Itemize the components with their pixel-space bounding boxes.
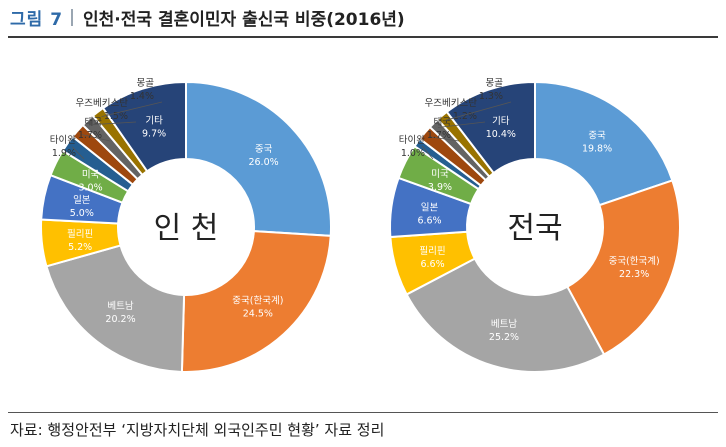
slice-value-0: 26.0% — [248, 157, 278, 168]
slice-2 — [405, 257, 606, 373]
slice-value-8: 1.2% — [453, 111, 477, 122]
slice-label-7: 태국 — [434, 117, 452, 128]
slice-label-1: 중국(한국계) — [232, 295, 283, 307]
slice-value-10: 10.4% — [486, 129, 516, 140]
leader-line-8 — [437, 121, 486, 128]
slice-label-3: 필리핀 — [67, 228, 93, 240]
slice-label-5: 미국 — [82, 170, 100, 181]
slice-value-7: 1.7% — [427, 130, 451, 141]
slice-label-3: 필리핀 — [419, 245, 445, 257]
slice-value-4: 5.0% — [70, 208, 94, 219]
slice-value-5: 3.0% — [78, 183, 102, 194]
footer-rule — [8, 412, 718, 413]
slice-label-9: 몽골 — [137, 78, 155, 89]
slice-2 — [45, 244, 186, 373]
donut-charts: 중국 26.0% 중국(한국계) 24.5% 베트남 20.2% 필리핀 5.2% 일본 5.0%… — [40, 78, 681, 373]
slice-value-3: 5.2% — [68, 242, 92, 253]
slice-label-7: 태국 — [85, 117, 103, 128]
source-note: 자료: 행정안전부 ‘지방자치단체 외국인주민 현황’ 자료 정리 — [10, 421, 385, 439]
slice-value-6: 1.0% — [401, 148, 425, 159]
figure-header: 그림 7 인천·전국 결혼이민자 출신국 비중(2016년) — [10, 0, 716, 34]
slice-label-6: 타이완 — [399, 135, 425, 146]
slice-value-2: 25.2% — [489, 332, 519, 343]
leader-line-9 — [445, 101, 512, 121]
slice-value-3: 6.6% — [420, 259, 444, 270]
slice-label-0: 중국 — [255, 144, 273, 155]
leader-line-6 — [421, 145, 434, 160]
figure-title: 인천·전국 결혼이민자 출신국 비중(2016년) — [83, 9, 405, 30]
slice-10 — [445, 80, 536, 175]
donut-chart-national: 중국 19.8% 중국(한국계) 22.3% 베트남 25.2% 필리핀 6.6% 일본 6.6%… — [389, 78, 681, 373]
slice-label-9: 몽골 — [486, 78, 504, 89]
leader-line-7 — [82, 134, 111, 142]
slice-value-7: 1.7% — [78, 130, 102, 141]
slice-value-8: 1.5% — [104, 111, 128, 122]
leader-line-9 — [101, 101, 163, 117]
slice-label-4: 일본 — [73, 195, 91, 206]
slice-label-5: 미국 — [431, 169, 449, 180]
slice-label-6: 타이완 — [50, 135, 76, 146]
center-label: 인 천 — [154, 211, 219, 246]
donut-chart-incheon: 중국 26.0% 중국(한국계) 24.5% 베트남 20.2% 필리핀 5.2% 일본 5.0%… — [40, 78, 332, 373]
slice-0 — [185, 80, 332, 237]
leader-line-6 — [72, 146, 85, 160]
slice-label-4: 일본 — [421, 202, 439, 213]
slice-label-1: 중국(한국계) — [609, 255, 660, 267]
slice-label-10: 기타 — [145, 115, 163, 126]
slice-label-2: 베트남 — [107, 301, 133, 312]
slice-1 — [566, 179, 681, 356]
slice-label-8: 우즈베키스탄 — [76, 98, 129, 109]
figure-label-divider — [71, 8, 74, 26]
slice-value-1: 22.3% — [619, 269, 649, 280]
header-rule — [8, 36, 718, 38]
slice-0 — [534, 80, 674, 207]
slice-value-0: 19.8% — [582, 143, 612, 154]
slice-10 — [101, 80, 187, 173]
slice-1 — [180, 230, 332, 373]
figure-label: 그림 7 — [10, 9, 64, 30]
slice-label-0: 중국 — [588, 130, 606, 141]
slice-value-5: 3.9% — [428, 182, 452, 193]
slice-label-2: 베트남 — [491, 319, 517, 330]
slice-label-10: 기타 — [492, 116, 510, 127]
slice-value-6: 1.9% — [52, 148, 76, 159]
slice-value-1: 24.5% — [243, 309, 273, 320]
leader-line-8 — [91, 121, 137, 126]
slice-value-2: 20.2% — [105, 314, 135, 325]
slice-value-4: 6.6% — [417, 215, 441, 226]
slice-label-8: 우즈베키스탄 — [425, 98, 478, 109]
leader-line-7 — [429, 136, 460, 142]
slice-value-10: 9.7% — [142, 128, 166, 139]
slice-value-9: 1.3% — [479, 91, 503, 102]
center-label: 전국 — [507, 211, 562, 246]
slice-value-9: 1.4% — [130, 91, 154, 102]
